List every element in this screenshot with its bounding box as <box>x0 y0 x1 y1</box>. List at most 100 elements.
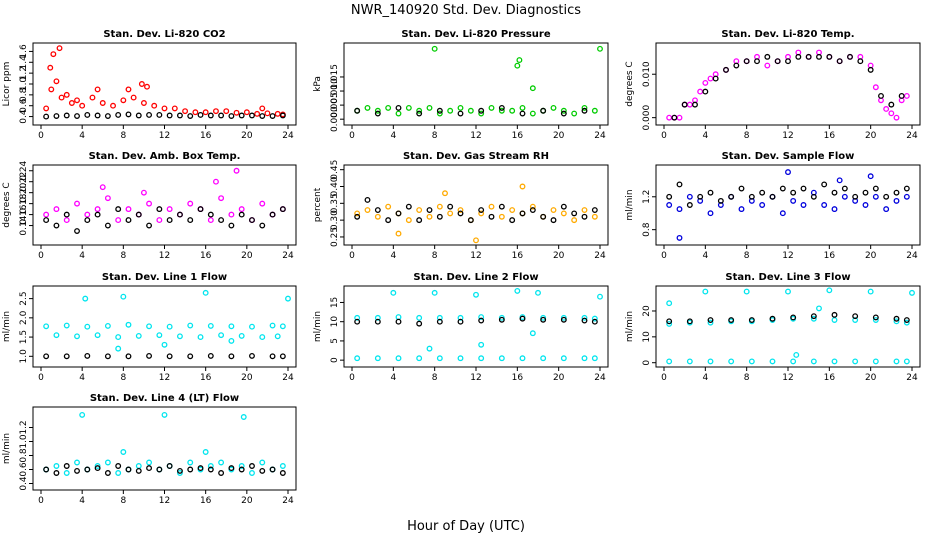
mean-point <box>228 465 235 472</box>
mean-point <box>197 465 204 472</box>
data-point <box>254 110 261 117</box>
y-axis-label: ml/min <box>2 311 12 342</box>
data-point <box>498 314 505 321</box>
data-point <box>156 332 163 339</box>
data-point <box>374 107 381 114</box>
plot-frame <box>343 42 609 126</box>
mean-point <box>374 318 381 325</box>
data-point <box>43 105 50 112</box>
data-point <box>442 190 448 197</box>
data-point <box>702 79 709 86</box>
data-point <box>161 341 168 348</box>
data-point <box>223 108 230 115</box>
data-point <box>883 106 890 112</box>
data-point <box>831 206 838 213</box>
data-point <box>228 211 235 218</box>
data-point <box>218 459 225 466</box>
data-point <box>58 94 65 101</box>
x-tick-label: 20 <box>241 251 253 261</box>
mean-point <box>166 217 173 224</box>
mean-point <box>146 465 153 472</box>
data-point <box>666 358 673 365</box>
mean-point <box>692 101 698 108</box>
data-point <box>94 86 101 93</box>
mean-point <box>249 217 255 224</box>
x-tick-label: 16 <box>824 251 836 261</box>
y-tick-label: 1.6 <box>19 44 29 59</box>
mean-point <box>63 112 70 119</box>
data-point <box>416 207 423 213</box>
data-point <box>74 459 80 466</box>
data-point <box>872 193 879 200</box>
data-point <box>478 355 485 362</box>
data-point <box>436 110 443 117</box>
data-point <box>666 300 673 307</box>
mean-point <box>498 203 505 210</box>
mean-point <box>712 75 719 82</box>
mean-point <box>228 222 235 229</box>
mean-point <box>84 217 91 224</box>
y-tick-label: 0.16 <box>19 204 29 224</box>
y-tick-label: 1.0 <box>19 434 29 449</box>
data-point <box>831 358 838 365</box>
data-point <box>728 358 735 365</box>
panel-li820-pressure: Stan. Dev. Li-820 Pressure kPa 0 4 8 12 16 20 24… <box>313 29 609 141</box>
x-tick-label: 24 <box>594 251 606 261</box>
data-point <box>478 210 485 217</box>
y-tick-label: 5 <box>330 338 340 344</box>
mean-point <box>259 113 266 119</box>
data-point <box>686 358 693 365</box>
data-point <box>259 459 266 466</box>
mean-point <box>104 113 111 119</box>
data-point <box>213 178 219 185</box>
data-point <box>903 319 910 326</box>
data-point <box>202 289 209 296</box>
data-point <box>238 463 245 469</box>
y-tick-label: 0.18 <box>19 193 29 213</box>
data-point <box>862 202 869 208</box>
x-tick-label: 4 <box>702 131 708 141</box>
data-point <box>571 217 578 224</box>
mean-point <box>717 197 724 204</box>
data-point <box>156 217 163 224</box>
data-point <box>707 358 714 365</box>
data-point <box>529 110 536 117</box>
mean-point <box>754 58 760 65</box>
data-point <box>591 213 598 220</box>
data-point <box>120 449 127 455</box>
y-axis-label: ml/min <box>625 311 635 342</box>
x-tick-label: 8 <box>744 131 750 141</box>
data-point <box>228 337 235 344</box>
mean-point <box>779 185 786 192</box>
mean-point <box>852 313 859 320</box>
data-point <box>274 110 281 117</box>
data-point <box>354 314 361 321</box>
mean-point <box>187 466 194 473</box>
mean-point <box>125 466 132 473</box>
x-tick-label: 16 <box>200 251 212 261</box>
data-point <box>285 295 291 302</box>
x-tick-label: 16 <box>512 251 524 261</box>
x-tick-label: 12 <box>782 373 793 383</box>
panel-title: Stan. Dev. Gas Stream RH <box>403 151 549 162</box>
x-tick-label: 24 <box>906 373 918 383</box>
mean-point <box>354 213 361 220</box>
data-point <box>53 206 60 213</box>
x-tick-label: 16 <box>200 373 212 383</box>
mean-point <box>591 207 598 213</box>
data-point <box>166 206 173 213</box>
x-tick-label: 4 <box>79 251 85 261</box>
data-point <box>374 355 381 362</box>
data-point <box>436 314 443 321</box>
data-point <box>498 355 505 362</box>
data-point <box>779 210 786 217</box>
data-point <box>374 213 381 220</box>
data-point <box>676 114 683 121</box>
data-point <box>467 107 474 114</box>
mean-point <box>395 318 402 325</box>
plot-frame <box>655 285 921 368</box>
data-point <box>166 323 173 330</box>
data-point <box>478 341 485 348</box>
mean-point <box>769 315 776 322</box>
x-tick-label: 4 <box>79 496 85 506</box>
